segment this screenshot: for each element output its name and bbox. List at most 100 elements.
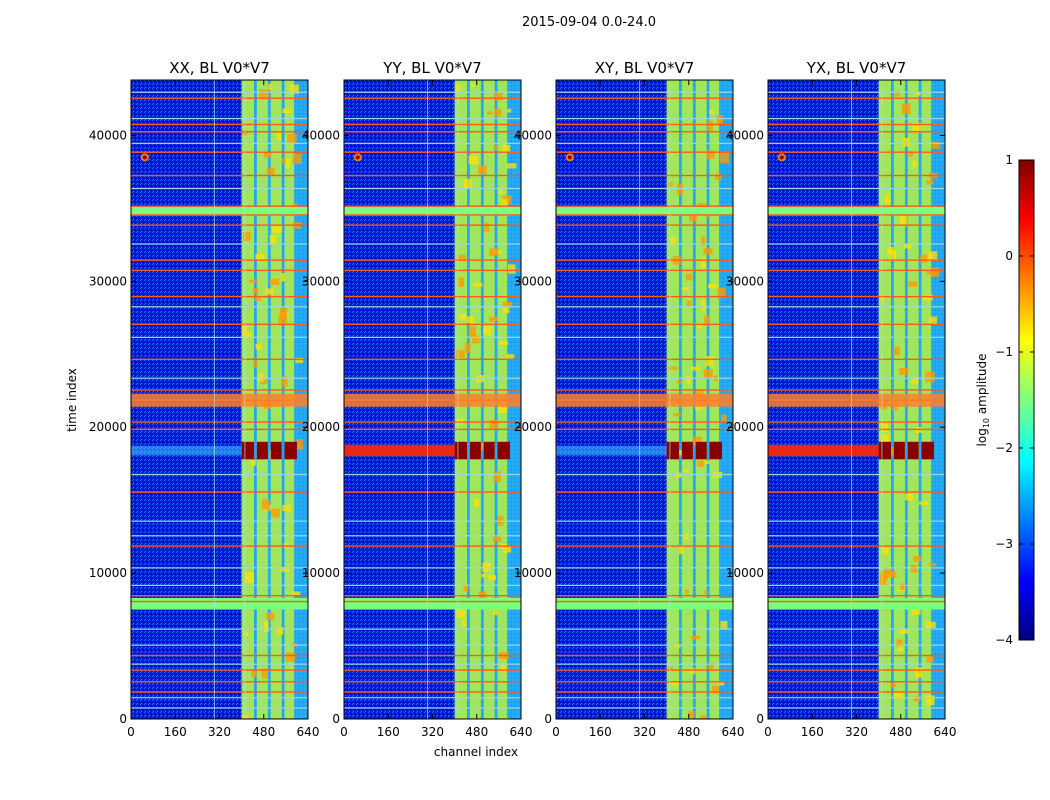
hot-spot [893, 346, 900, 356]
y-tick-label: 20000 [89, 420, 127, 434]
hot-spot [926, 180, 934, 185]
y-tick-label: 0 [544, 712, 552, 726]
time-band [768, 597, 945, 610]
hot-spot [269, 235, 276, 245]
hot-spot [279, 307, 288, 318]
time-line [768, 151, 945, 153]
time-line [344, 214, 521, 216]
hot-spot [674, 644, 681, 648]
time-line [556, 594, 733, 597]
hot-spot [908, 281, 918, 287]
y-tick-label: 20000 [726, 420, 764, 434]
time-line [556, 269, 733, 272]
time-line [131, 669, 308, 671]
hot-spot [674, 472, 682, 478]
hot-spot [717, 287, 726, 299]
time-line [344, 205, 521, 207]
hot-spot [910, 564, 918, 573]
hot-spot [243, 632, 249, 636]
hot-spot [281, 158, 287, 164]
time-line [556, 187, 733, 190]
time-line [131, 691, 308, 693]
hot-spot [696, 460, 705, 467]
heatmap-panel: YX, BL V0*V7 0 160 320 480 640 0 10000 20000 3000… [726, 59, 957, 739]
time-line [768, 520, 945, 522]
hot-spot [685, 273, 693, 281]
time-line [556, 117, 733, 120]
time-line [131, 584, 308, 586]
colorbar-tick-label: −4 [995, 633, 1013, 647]
hot-spot [889, 249, 897, 261]
time-line [344, 323, 521, 326]
hot-spot [296, 439, 304, 450]
hot-spot [482, 562, 491, 572]
colorbar-tick-label: −2 [995, 441, 1013, 455]
time-line [768, 681, 945, 683]
time-line [556, 421, 733, 423]
hot-spot [700, 257, 706, 268]
hot-spot [887, 571, 897, 578]
hot-spot [499, 340, 509, 346]
hot-spot [701, 300, 706, 311]
hot-event-block [270, 441, 282, 460]
y-tick-label: 10000 [726, 566, 764, 580]
heatmap-panel: YY, BL V0*V7 0 160 320 480 640 0 10000 20000 3000… [302, 59, 533, 739]
time-line [556, 644, 733, 646]
panel-title: XY, BL V0*V7 [595, 59, 695, 77]
time-line [131, 663, 308, 665]
hot-spot [899, 367, 909, 375]
time-line [556, 295, 733, 298]
time-line [556, 663, 733, 665]
hot-event-block [695, 441, 707, 460]
time-line [344, 567, 521, 569]
time-line [131, 697, 308, 699]
hot-spot [292, 153, 302, 164]
time-line [131, 520, 308, 522]
time-line [768, 91, 945, 93]
y-tick-label: 30000 [514, 274, 552, 288]
colorbar-gradient [1018, 159, 1035, 641]
hot-spot [506, 354, 515, 359]
time-line [768, 697, 945, 699]
hot-spot [272, 226, 283, 233]
time-line [556, 123, 733, 126]
hot-spot [899, 583, 905, 590]
time-line [344, 669, 521, 671]
hot-spot [881, 421, 888, 432]
hot-spot [702, 460, 711, 464]
time-line [131, 224, 308, 226]
hot-spot [468, 326, 477, 338]
hot-spot [478, 165, 487, 175]
time-line [768, 123, 945, 126]
hot-spot [278, 314, 287, 325]
y-tick-label: 30000 [726, 274, 764, 288]
heatmap-panel: XY, BL V0*V7 0 160 320 480 640 0 10000 20000 3000… [514, 59, 745, 739]
hot-spot [880, 294, 885, 302]
time-line [556, 142, 733, 144]
hot-spot [721, 414, 727, 422]
hot-spot [712, 685, 719, 694]
time-band [556, 393, 733, 407]
hot-spot [901, 103, 911, 115]
hot-spot [899, 215, 908, 227]
time-line [344, 600, 521, 603]
time-line [131, 535, 308, 537]
x-tick-label: 320 [208, 725, 231, 739]
hot-spot [704, 315, 709, 326]
time-line [768, 535, 945, 537]
time-line [768, 243, 945, 245]
hot-spot [675, 449, 684, 456]
hot-spot [903, 243, 912, 249]
hot-spot [285, 652, 296, 662]
time-line [768, 691, 945, 693]
time-line [556, 520, 733, 522]
point-source [355, 155, 360, 160]
hot-event-block [709, 441, 722, 460]
time-line [131, 654, 308, 657]
time-line [344, 628, 521, 630]
time-line [556, 131, 733, 133]
time-line [556, 97, 733, 99]
hot-spot [481, 574, 486, 578]
hot-spot [483, 326, 492, 336]
hot-spot [716, 114, 724, 125]
